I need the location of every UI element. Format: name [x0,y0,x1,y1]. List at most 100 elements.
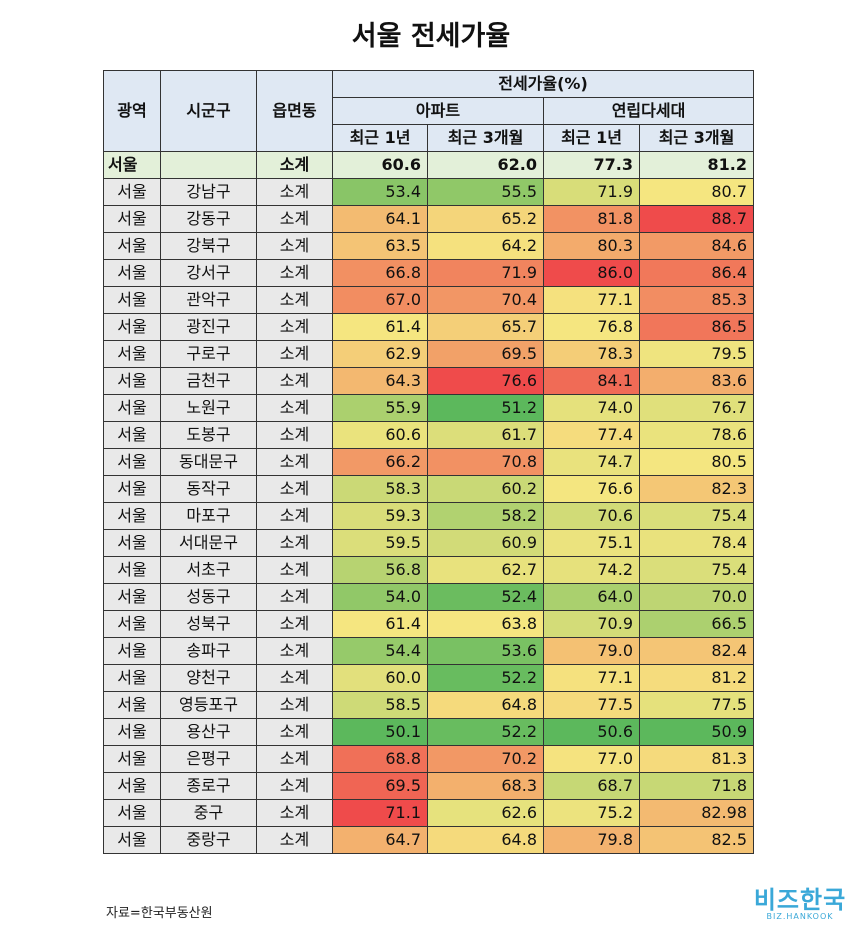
cell-apt-1y: 60.0 [332,664,428,692]
row-town: 소계 [256,394,333,422]
table-row: 서울 은평구 소계 68.8 70.2 77.0 81.3 [103,745,754,773]
cell-villa-1y: 78.3 [543,340,640,368]
row-district: 서초구 [160,556,257,584]
row-district: 중구 [160,799,257,827]
row-region: 서울 [103,205,161,233]
cell-villa-3m: 80.5 [639,448,754,476]
row-district: 노원구 [160,394,257,422]
cell-villa-1y: 71.9 [543,178,640,206]
row-region: 서울 [103,259,161,287]
cell-villa-3m: 84.6 [639,232,754,260]
cell-apt-3m: 64.8 [427,691,544,719]
cell-apt-3m: 55.5 [427,178,544,206]
row-town: 소계 [256,556,333,584]
cell-apt-3m: 53.6 [427,637,544,665]
cell-villa-3m: 66.5 [639,610,754,638]
row-town: 소계 [256,745,333,773]
row-district: 관악구 [160,286,257,314]
cell-apt-1y: 53.4 [332,178,428,206]
page-title: 서울 전세가율 [351,21,511,52]
row-region: 서울 [103,340,161,368]
row-region: 서울 [103,772,161,800]
cell-apt-1y: 55.9 [332,394,428,422]
header-district: 시군구 [160,70,257,152]
cell-apt-3m: 58.2 [427,502,544,530]
cell-villa-1y: 80.3 [543,232,640,260]
table-row: 서울 용산구 소계 50.1 52.2 50.6 50.9 [103,718,754,746]
row-region: 서울 [103,583,161,611]
cell-apt-3m: 62.6 [427,799,544,827]
cell-apt-3m: 70.4 [427,286,544,314]
row-town: 소계 [256,610,333,638]
cell-villa-3m: 78.6 [639,421,754,449]
table-row: 서울 중구 소계 71.1 62.6 75.2 82.98 [103,799,754,827]
cell-villa-1y: 77.5 [543,691,640,719]
row-town: 소계 [256,502,333,530]
table-row: 서울 강동구 소계 64.1 65.2 81.8 88.7 [103,205,754,233]
row-town: 소계 [256,367,333,395]
row-town: 소계 [256,340,333,368]
cell-villa-1y: 77.1 [543,664,640,692]
row-district: 동작구 [160,475,257,503]
cell-villa-1y: 81.8 [543,205,640,233]
header-villa-recent3m: 최근 3개월 [639,124,754,152]
table-row: 서울 종로구 소계 69.5 68.3 68.7 71.8 [103,772,754,800]
cell-villa-1y: 50.6 [543,718,640,746]
row-town: 소계 [256,772,333,800]
cell-apt-1y: 71.1 [332,799,428,827]
cell-apt-1y: 56.8 [332,556,428,584]
row-region: 서울 [103,421,161,449]
cell-villa-1y: 77.0 [543,745,640,773]
cell-apt-3m: 70.2 [427,745,544,773]
header-apt-recent1y: 최근 1년 [332,124,428,152]
table-row: 서울 광진구 소계 61.4 65.7 76.8 86.5 [103,313,754,341]
cell-apt-1y: 64.1 [332,205,428,233]
row-region: 서울 [103,610,161,638]
watermark-name: 비즈한국 [753,886,847,914]
table-row: 서울 마포구 소계 59.3 58.2 70.6 75.4 [103,502,754,530]
table-row: 서울 구로구 소계 62.9 69.5 78.3 79.5 [103,340,754,368]
cell-apt-1y: 60.6 [332,421,428,449]
cell-villa-3m: 81.2 [639,664,754,692]
row-town: 소계 [256,826,333,854]
cell-apt-1y: 54.4 [332,637,428,665]
row-region: 서울 [103,313,161,341]
table-row: 서울 강북구 소계 63.5 64.2 80.3 84.6 [103,232,754,260]
cell-villa-3m: 71.8 [639,772,754,800]
cell-apt-1y: 64.7 [332,826,428,854]
row-town: 소계 [256,205,333,233]
total-town: 소계 [256,151,333,179]
cell-villa-1y: 70.9 [543,610,640,638]
cell-villa-3m: 86.5 [639,313,754,341]
row-town: 소계 [256,718,333,746]
row-district: 동대문구 [160,448,257,476]
row-district: 서대문구 [160,529,257,557]
row-district: 양천구 [160,664,257,692]
row-region: 서울 [103,367,161,395]
cell-apt-3m: 52.2 [427,664,544,692]
row-region: 서울 [103,502,161,530]
watermark-sub: BIZ.HANKOOK [766,912,834,921]
cell-apt-3m: 70.8 [427,448,544,476]
table-row: 서울 서대문구 소계 59.5 60.9 75.1 78.4 [103,529,754,557]
cell-apt-1y: 61.4 [332,610,428,638]
cell-villa-3m: 75.4 [639,502,754,530]
table-row: 서울 동대문구 소계 66.2 70.8 74.7 80.5 [103,448,754,476]
cell-apt-3m: 64.8 [427,826,544,854]
cell-villa-3m: 82.5 [639,826,754,854]
row-district: 종로구 [160,772,257,800]
row-region: 서울 [103,637,161,665]
row-town: 소계 [256,232,333,260]
cell-villa-3m: 86.4 [639,259,754,287]
header-group: 전세가율(%) [332,70,754,98]
cell-villa-3m: 75.4 [639,556,754,584]
total-region: 서울 [103,151,161,179]
row-region: 서울 [103,475,161,503]
row-town: 소계 [256,475,333,503]
table-row: 서울 노원구 소계 55.9 51.2 74.0 76.7 [103,394,754,422]
row-district: 금천구 [160,367,257,395]
row-region: 서울 [103,232,161,260]
total-villa-1y: 77.3 [543,151,640,179]
cell-villa-1y: 77.4 [543,421,640,449]
row-region: 서울 [103,799,161,827]
